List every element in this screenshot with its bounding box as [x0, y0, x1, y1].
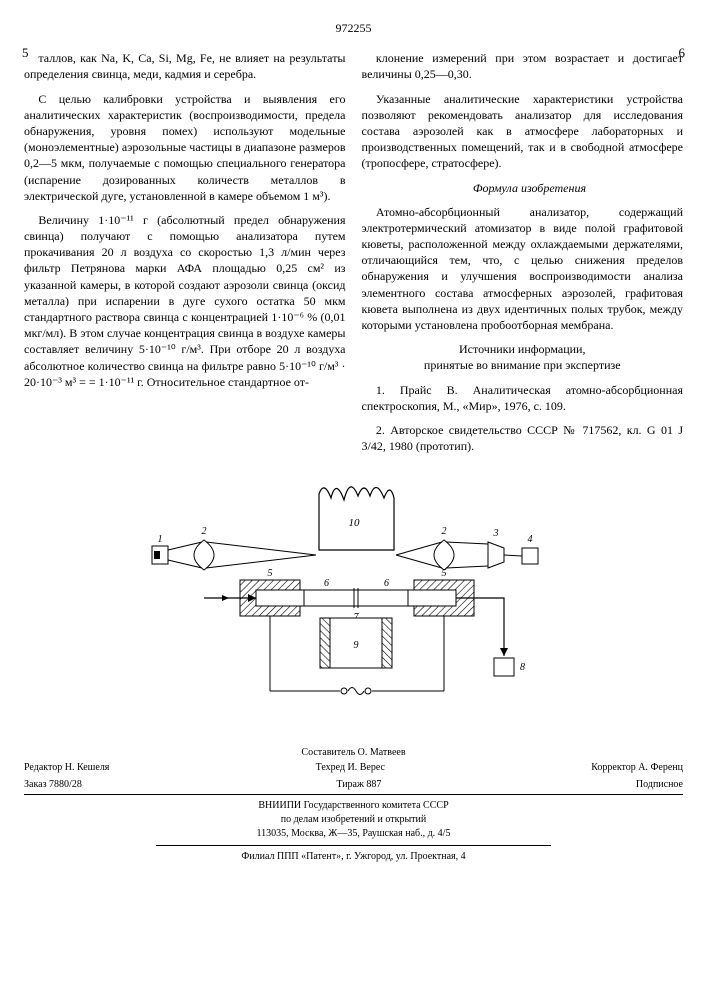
- svg-text:1: 1: [157, 534, 162, 545]
- sources-sub: принятые во внимание при экспертизе: [362, 357, 684, 373]
- corrector: Корректор А. Ференц: [591, 760, 683, 775]
- techred: Техред И. Верес: [316, 760, 385, 775]
- sources-title: Источники информации,: [362, 341, 684, 357]
- svg-text:8: 8: [520, 662, 525, 673]
- order: Заказ 7880/28: [24, 777, 82, 792]
- svg-text:5: 5: [267, 568, 272, 579]
- svg-text:6: 6: [384, 578, 389, 589]
- svg-text:9: 9: [353, 640, 358, 651]
- svg-text:4: 4: [527, 534, 532, 545]
- col-num-left: 5: [22, 44, 29, 62]
- editor: Редактор Н. Кешеля: [24, 760, 109, 775]
- source-item: 2. Авторское свидетельство СССР № 717562…: [362, 422, 684, 454]
- doc-number: 972255: [24, 20, 683, 36]
- source-item: 1. Прайс В. Аналитическая атомно-абсорбц…: [362, 382, 684, 414]
- tirage: Тираж 887: [336, 777, 381, 792]
- footer-org: ВНИИПИ Государственного комитета СССР: [24, 799, 683, 813]
- paragraph: клонение измерений при этом возрастает и…: [362, 50, 684, 82]
- left-column: таллов, как Na, K, Ca, Si, Mg, Fe, не вл…: [24, 50, 346, 462]
- compiler: Составитель О. Матвеев: [24, 745, 683, 760]
- paragraph: Указанные аналитические характеристики у…: [362, 91, 684, 172]
- diagram-figure: 10 1 2 2 3 4 5 5: [24, 476, 683, 730]
- footer-dept: по делам изобретений и открытий: [24, 813, 683, 827]
- svg-text:6: 6: [324, 578, 329, 589]
- credits-block: Составитель О. Матвеев Редактор Н. Кешел…: [24, 745, 683, 795]
- paragraph: С целью калибровки устройства и выявлени…: [24, 91, 346, 204]
- svg-text:2: 2: [441, 526, 446, 537]
- svg-text:3: 3: [492, 528, 498, 539]
- col-num-right: 6: [679, 44, 686, 62]
- fig-label-10: 10: [348, 517, 360, 529]
- paragraph: таллов, как Na, K, Ca, Si, Mg, Fe, не вл…: [24, 50, 346, 82]
- footer-addr: 113035, Москва, Ж—35, Раушская наб., д. …: [24, 827, 683, 841]
- paragraph: Величину 1·10⁻¹¹ г (абсолютный предел об…: [24, 212, 346, 390]
- sub: Подписное: [636, 777, 683, 792]
- svg-text:2: 2: [201, 526, 206, 537]
- footer: ВНИИПИ Государственного комитета СССР по…: [24, 799, 683, 864]
- formula-title: Формула изобретения: [362, 180, 684, 196]
- footer-filial: Филиал ППП «Патент», г. Ужгород, ул. Про…: [24, 850, 683, 864]
- svg-text:5: 5: [441, 568, 446, 579]
- paragraph: Атомно-абсорбционный анализатор, содержа…: [362, 204, 684, 334]
- right-column: клонение измерений при этом возрастает и…: [362, 50, 684, 462]
